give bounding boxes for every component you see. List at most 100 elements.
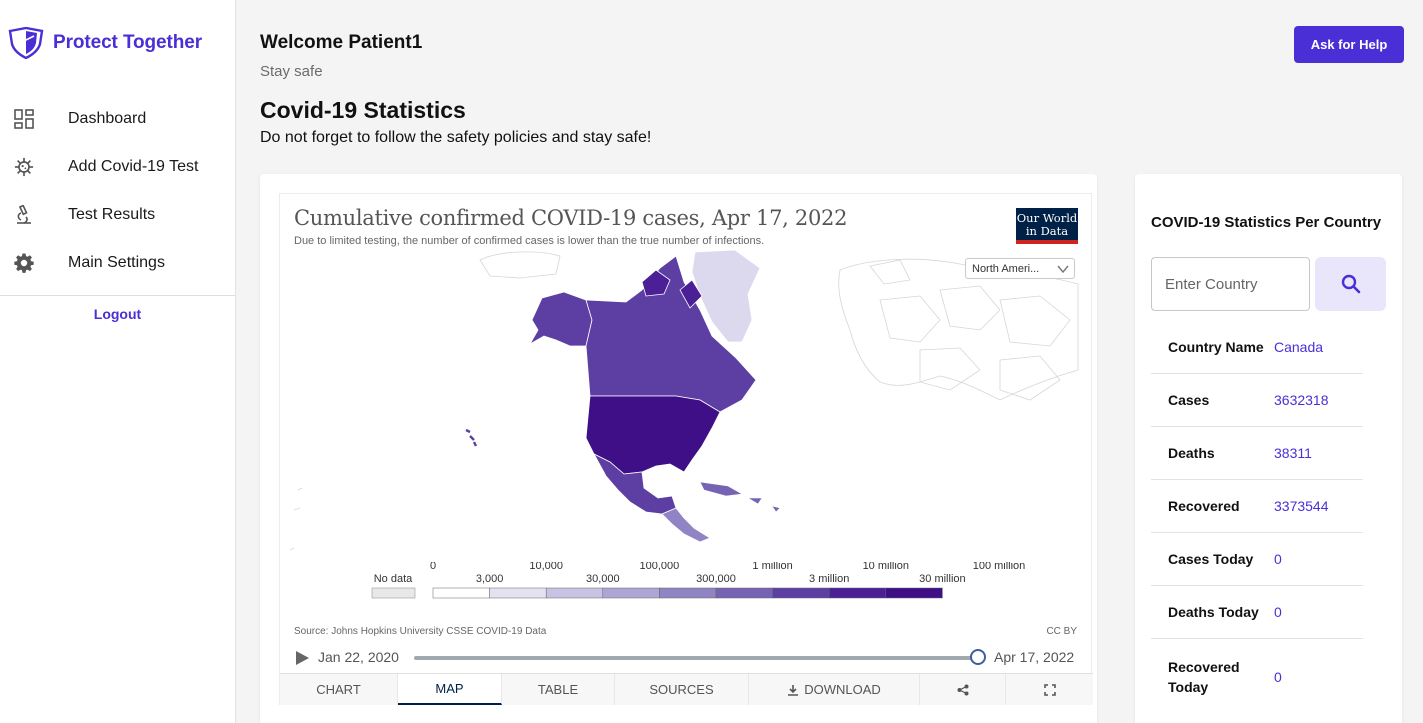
stats-value: 3632318 <box>1274 392 1329 408</box>
stats-value: 0 <box>1274 604 1282 620</box>
stats-value: 0 <box>1274 669 1282 685</box>
fullscreen-icon <box>1043 683 1056 696</box>
stats-value: 0 <box>1274 551 1282 567</box>
legend-tick-label: 10,000 <box>529 562 563 572</box>
map-region-caribbean[interactable] <box>699 481 781 513</box>
map-legend: No data 0 10,000 100,000 1 million 10 million… <box>371 562 1026 599</box>
dashboard-icon <box>14 109 34 129</box>
stats-row: Country Name Canada <box>1151 321 1363 374</box>
download-icon <box>788 684 799 696</box>
owid-license[interactable]: CC BY <box>1046 626 1077 637</box>
sidebar-divider <box>0 295 235 296</box>
legend-bin <box>602 587 660 599</box>
microscope-icon <box>14 205 34 225</box>
legend-tick-label: 30 million <box>919 573 965 585</box>
map-region-mexico[interactable] <box>593 453 677 515</box>
share-button[interactable] <box>920 674 1006 705</box>
sidebar-item-test-results[interactable]: Test Results <box>0 191 235 239</box>
tab-download[interactable]: DOWNLOAD <box>749 674 920 705</box>
timeline: Jan 22, 2020 Apr 17, 2022 <box>294 648 1079 668</box>
legend-tick-label: 100,000 <box>640 562 680 572</box>
owid-chart-title: Cumulative confirmed COVID-19 cases, Apr… <box>294 206 848 230</box>
page-title: Covid-19 Statistics <box>260 97 466 123</box>
region-select[interactable]: North Ameri... <box>965 258 1075 279</box>
page-subtitle: Do not forget to follow the safety polic… <box>260 129 652 146</box>
stats-row: Recovered 3373544 <box>1151 480 1363 533</box>
country-stats-card: COVID-19 Statistics Per Country Country … <box>1135 174 1402 723</box>
legend-bin <box>885 587 943 599</box>
stats-title: COVID-19 Statistics Per Country <box>1151 214 1382 231</box>
fullscreen-button[interactable] <box>1006 674 1093 705</box>
sidebar-item-add-test[interactable]: Add Covid-19 Test <box>0 143 235 191</box>
legend-tick-label: 30,000 <box>586 573 620 585</box>
map-region-hawaii[interactable] <box>465 428 478 447</box>
owid-logo-line2: in Data <box>1025 224 1069 238</box>
legend-bin <box>715 587 773 599</box>
legend-tick-label: 300,000 <box>696 573 736 585</box>
map-region-canada-islands[interactable] <box>641 269 703 309</box>
legend-nodata-swatch <box>371 587 416 599</box>
play-icon[interactable] <box>294 650 310 666</box>
stats-key: Deaths Today <box>1168 604 1259 620</box>
timeline-handle[interactable] <box>970 649 986 665</box>
tab-label: CHART <box>316 682 361 697</box>
virus-icon <box>14 157 34 177</box>
owid-embed: Cumulative confirmed COVID-19 cases, Apr… <box>279 193 1093 705</box>
stats-value: 3373544 <box>1274 498 1329 514</box>
legend-bin <box>659 587 717 599</box>
welcome-subtitle: Stay safe <box>260 63 323 80</box>
world-outline <box>289 251 1079 550</box>
logout-link[interactable]: Logout <box>93 306 142 322</box>
sidebar-item-label: Test Results <box>68 206 156 223</box>
map-region-alaska[interactable] <box>528 291 593 347</box>
legend-bin <box>432 587 490 599</box>
legend-tick-label: 100 million <box>973 562 1026 572</box>
sidebar: Protect Together Dashboard Add Covid-19 … <box>0 0 236 723</box>
country-search-input[interactable] <box>1151 257 1310 311</box>
sidebar-nav: Dashboard Add Covid-19 Test Test Results… <box>0 95 235 287</box>
region-select-value: North Ameri... <box>972 263 1040 275</box>
stats-key: Recovered Today <box>1168 659 1240 695</box>
shield-logo-icon <box>8 27 44 59</box>
tab-label: TABLE <box>537 682 579 697</box>
sidebar-item-main-settings[interactable]: Main Settings <box>0 239 235 287</box>
legend-nodata-label: No data <box>374 573 413 585</box>
legend-tick-label: 1 million <box>752 562 792 572</box>
welcome-heading: Welcome Patient1 <box>260 32 423 53</box>
tab-map[interactable]: MAP <box>398 674 502 705</box>
stats-row: Deaths 38311 <box>1151 427 1363 480</box>
tab-sources[interactable]: SOURCES <box>615 674 749 705</box>
stats-key: Country Name <box>1168 339 1264 355</box>
sidebar-item-label: Dashboard <box>68 110 147 127</box>
stats-key: Recovered <box>1168 498 1240 514</box>
stats-key: Cases <box>1168 392 1210 408</box>
tab-chart[interactable]: CHART <box>280 674 398 705</box>
tab-table[interactable]: TABLE <box>502 674 615 705</box>
owid-source: Source: Johns Hopkins University CSSE CO… <box>294 626 547 637</box>
timeline-end-date[interactable]: Apr 17, 2022 <box>994 649 1075 665</box>
country-search-button[interactable] <box>1315 257 1386 311</box>
search-icon <box>1341 274 1360 294</box>
legend-tick-label: 3 million <box>809 573 849 585</box>
tab-label: MAP <box>435 681 464 696</box>
owid-logo[interactable]: Our World in Data <box>1016 208 1078 244</box>
legend-bin <box>772 587 830 599</box>
brand-name: Protect Together <box>53 32 203 53</box>
stats-row: Cases 3632318 <box>1151 374 1363 427</box>
map-region-central-america[interactable] <box>661 507 711 543</box>
legend-bin <box>489 587 547 599</box>
tab-label: SOURCES <box>649 682 714 697</box>
sidebar-item-dashboard[interactable]: Dashboard <box>0 95 235 143</box>
sidebar-item-label: Add Covid-19 Test <box>68 158 199 175</box>
stats-key: Cases Today <box>1168 551 1254 567</box>
choropleth-map[interactable] <box>280 250 1093 550</box>
timeline-track[interactable] <box>414 656 978 660</box>
chevron-down-icon <box>1057 265 1069 274</box>
stats-value: 38311 <box>1274 445 1312 461</box>
brand[interactable]: Protect Together <box>7 27 202 59</box>
stats-value: Canada <box>1274 339 1324 355</box>
tab-label: DOWNLOAD <box>804 682 881 697</box>
ask-for-help-button[interactable]: Ask for Help <box>1294 26 1404 63</box>
gear-icon <box>14 253 34 273</box>
timeline-start-date[interactable]: Jan 22, 2020 <box>318 649 399 665</box>
